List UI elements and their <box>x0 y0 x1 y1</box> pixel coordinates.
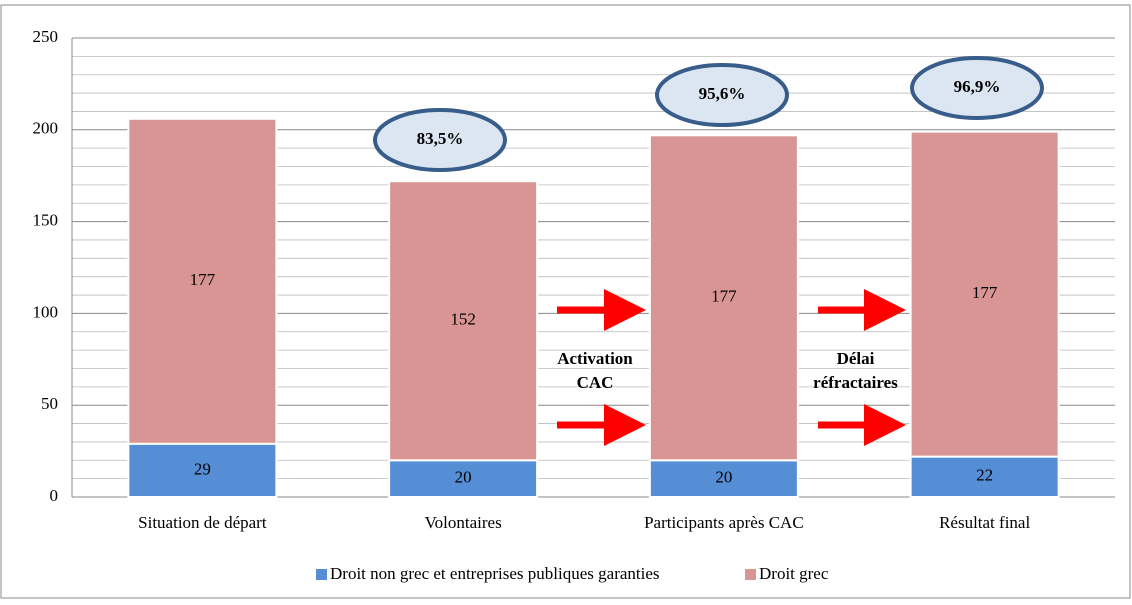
annotation-bubble <box>910 56 1044 120</box>
annotation-bubble <box>655 63 789 127</box>
x-tick-label: Situation de départ <box>138 513 267 532</box>
annotation-bubble <box>373 108 507 172</box>
step-label: Délai <box>837 349 875 368</box>
y-tick-label: 0 <box>50 486 59 505</box>
y-tick-label: 200 <box>33 119 59 138</box>
data-label: 177 <box>972 283 998 302</box>
legend-label: Droit non grec et entreprises publiques … <box>330 564 660 583</box>
bar-segment <box>909 130 1060 458</box>
data-label: 29 <box>194 459 211 478</box>
step-label: Activation <box>557 349 633 368</box>
y-tick-label: 150 <box>33 211 59 230</box>
bar-segment <box>388 180 539 462</box>
x-tick-label: Résultat final <box>939 513 1030 532</box>
bar-segment <box>648 134 799 462</box>
annotation: 95,6% <box>699 84 746 103</box>
annotation: 96,9% <box>954 77 1001 96</box>
legend-label: Droit grec <box>759 564 829 583</box>
y-tick-label: 250 <box>33 27 59 46</box>
data-label: 20 <box>455 468 472 487</box>
y-tick-label: 100 <box>33 302 59 321</box>
data-label: 177 <box>190 270 216 289</box>
data-label: 22 <box>976 466 993 485</box>
step-label: CAC <box>577 373 614 392</box>
x-tick-label: Participants après CAC <box>644 513 804 532</box>
bar-segment <box>388 459 539 498</box>
bar-segment <box>127 442 278 499</box>
legend-swatch <box>316 569 327 580</box>
annotation: 83,5% <box>417 129 464 148</box>
legend-swatch <box>745 569 756 580</box>
data-label: 20 <box>715 468 732 487</box>
data-label: 177 <box>711 287 737 306</box>
x-tick-label: Volontaires <box>425 513 502 532</box>
bar-segment <box>127 117 278 445</box>
step-label: réfractaires <box>813 373 898 392</box>
data-label: 152 <box>450 310 476 329</box>
bar-segment <box>648 459 799 498</box>
y-tick-label: 50 <box>41 394 58 413</box>
